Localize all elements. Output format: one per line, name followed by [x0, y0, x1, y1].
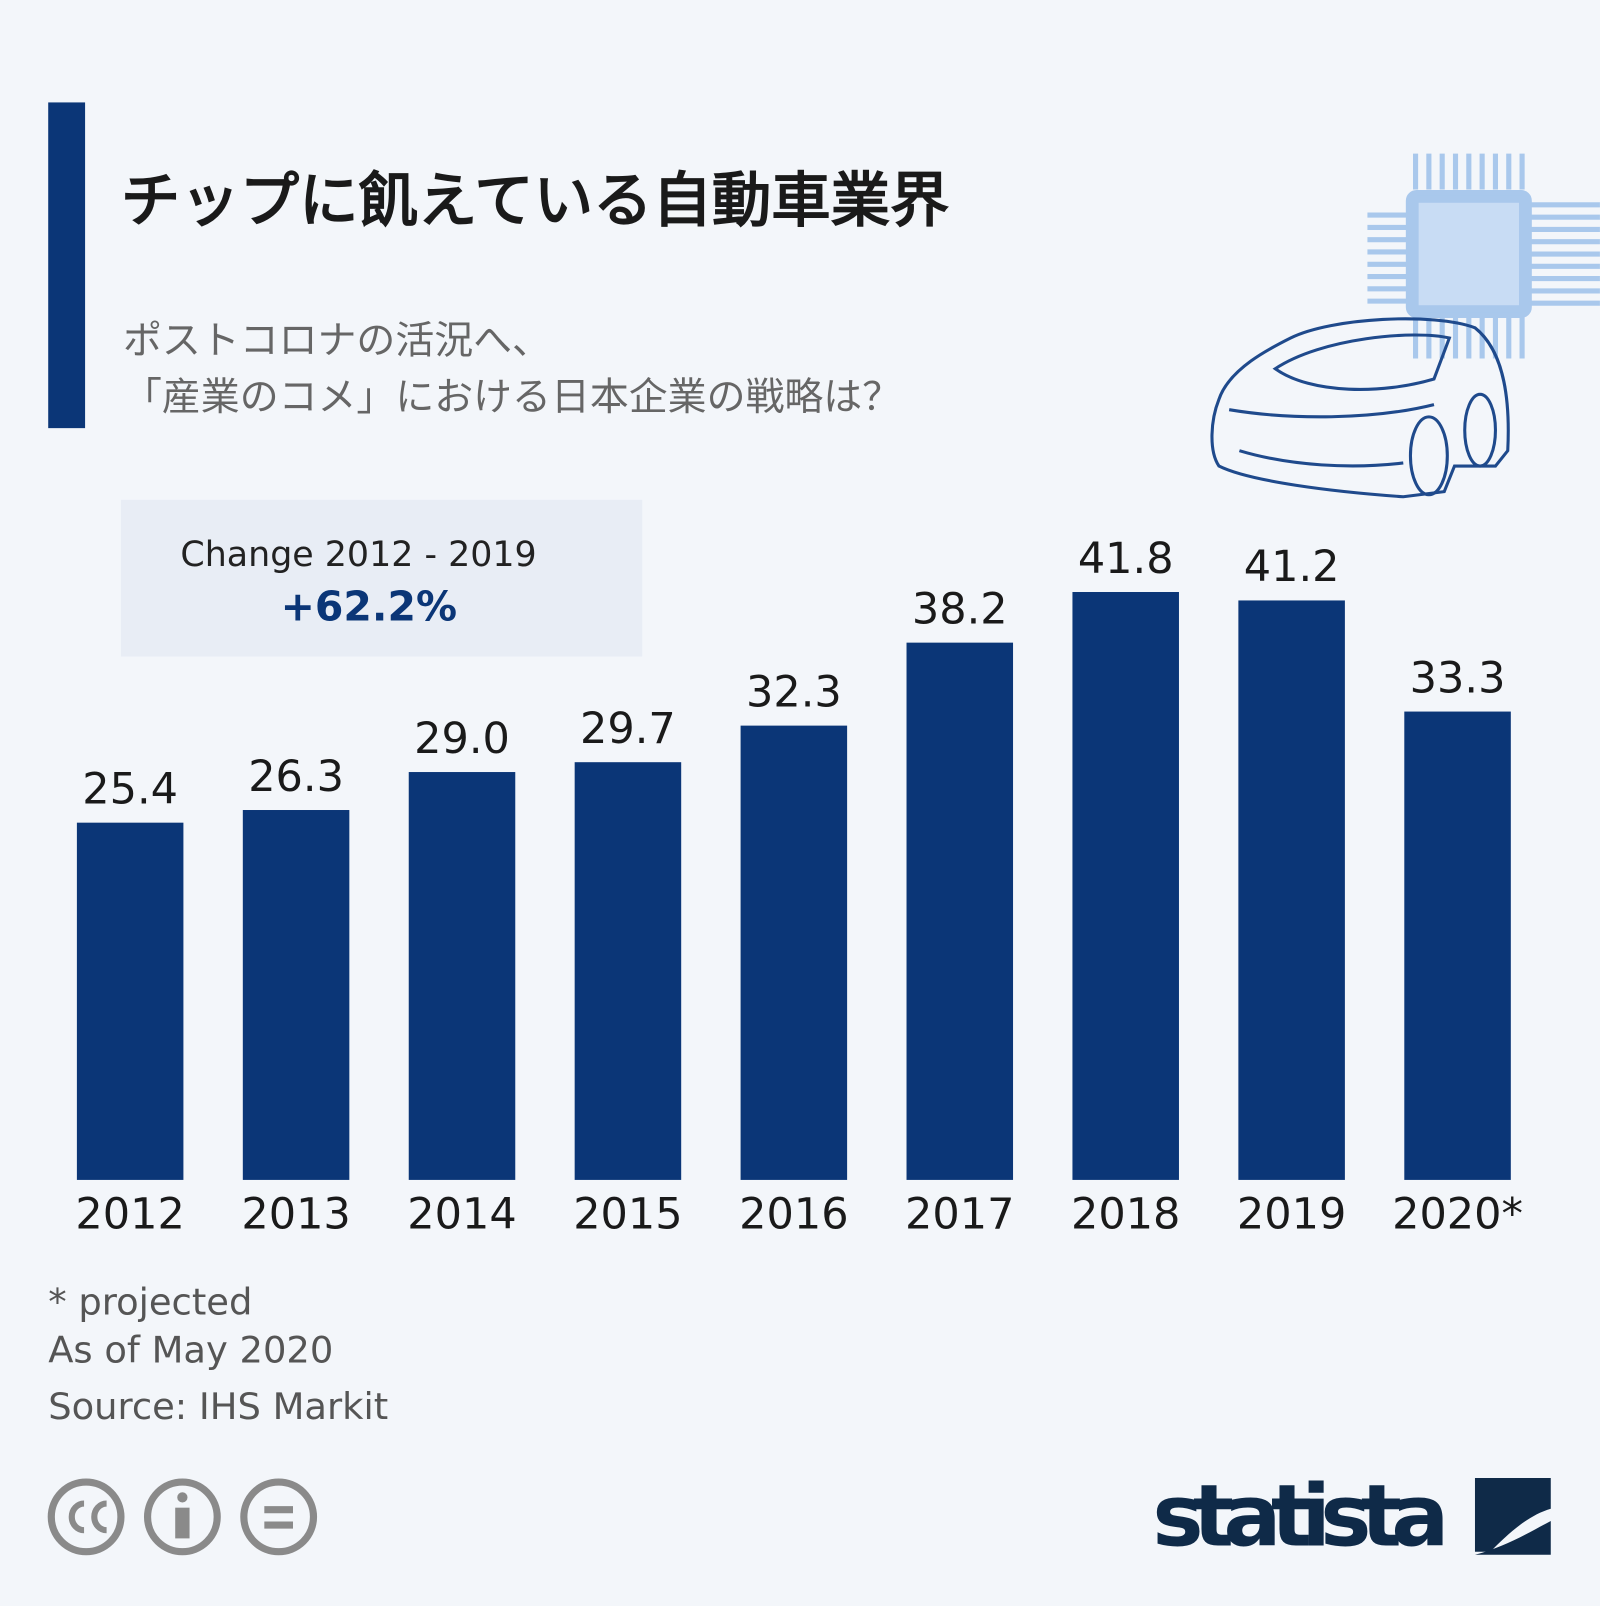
- chip-illustration: [1367, 153, 1600, 359]
- x-tick-label: 2018: [1071, 1189, 1180, 1239]
- annotation-value: +62.2%: [281, 582, 457, 630]
- chart-title: チップに飢えている自動車業界: [121, 167, 950, 236]
- value-label: 38.2: [912, 584, 1008, 634]
- bar: [76, 822, 184, 1180]
- subtitle: 「産業のコメ」における日本企業の戦略は？: [123, 375, 901, 420]
- x-tick-label: 2014: [407, 1189, 516, 1239]
- value-label: 25.4: [82, 764, 178, 814]
- x-tick-label: 2017: [905, 1189, 1014, 1239]
- value-label: 29.7: [580, 704, 676, 754]
- value-label: 26.3: [248, 752, 344, 802]
- x-tick-label: 2016: [739, 1189, 848, 1239]
- bar: [1238, 600, 1345, 1180]
- value-label: 41.2: [1244, 542, 1340, 592]
- footnote: As of May 2020: [48, 1328, 333, 1371]
- bar: [408, 772, 516, 1180]
- bar: [740, 725, 848, 1180]
- footnote: * projected: [48, 1280, 252, 1323]
- bar: [574, 762, 682, 1180]
- x-tick-label: 2013: [241, 1189, 350, 1239]
- annotation-label: Change 2012 - 2019: [180, 535, 536, 575]
- x-tick-label: 2012: [75, 1189, 184, 1239]
- license-icons: [47, 1478, 318, 1556]
- value-label: 32.3: [746, 667, 842, 717]
- footnote: Source: IHS Markit: [48, 1385, 388, 1428]
- x-tick-label: 2020*: [1392, 1189, 1523, 1239]
- bar: [1404, 711, 1511, 1180]
- brand-logo: statista: [1152, 1466, 1449, 1566]
- subtitle: ポストコロナの活況へ、: [123, 319, 551, 364]
- accent-bar: [48, 102, 86, 429]
- x-tick-label: 2019: [1237, 1189, 1346, 1239]
- value-label: 33.3: [1410, 653, 1506, 703]
- x-tick-label: 2015: [573, 1189, 682, 1239]
- brand-mark: [1474, 1477, 1551, 1555]
- bar: [242, 810, 350, 1180]
- value-label: 41.8: [1078, 534, 1174, 584]
- value-label: 29.0: [414, 714, 510, 764]
- car-illustration: [1210, 317, 1510, 499]
- annotation-box: [120, 499, 643, 657]
- bar: [1072, 592, 1179, 1180]
- bar: [906, 642, 1014, 1180]
